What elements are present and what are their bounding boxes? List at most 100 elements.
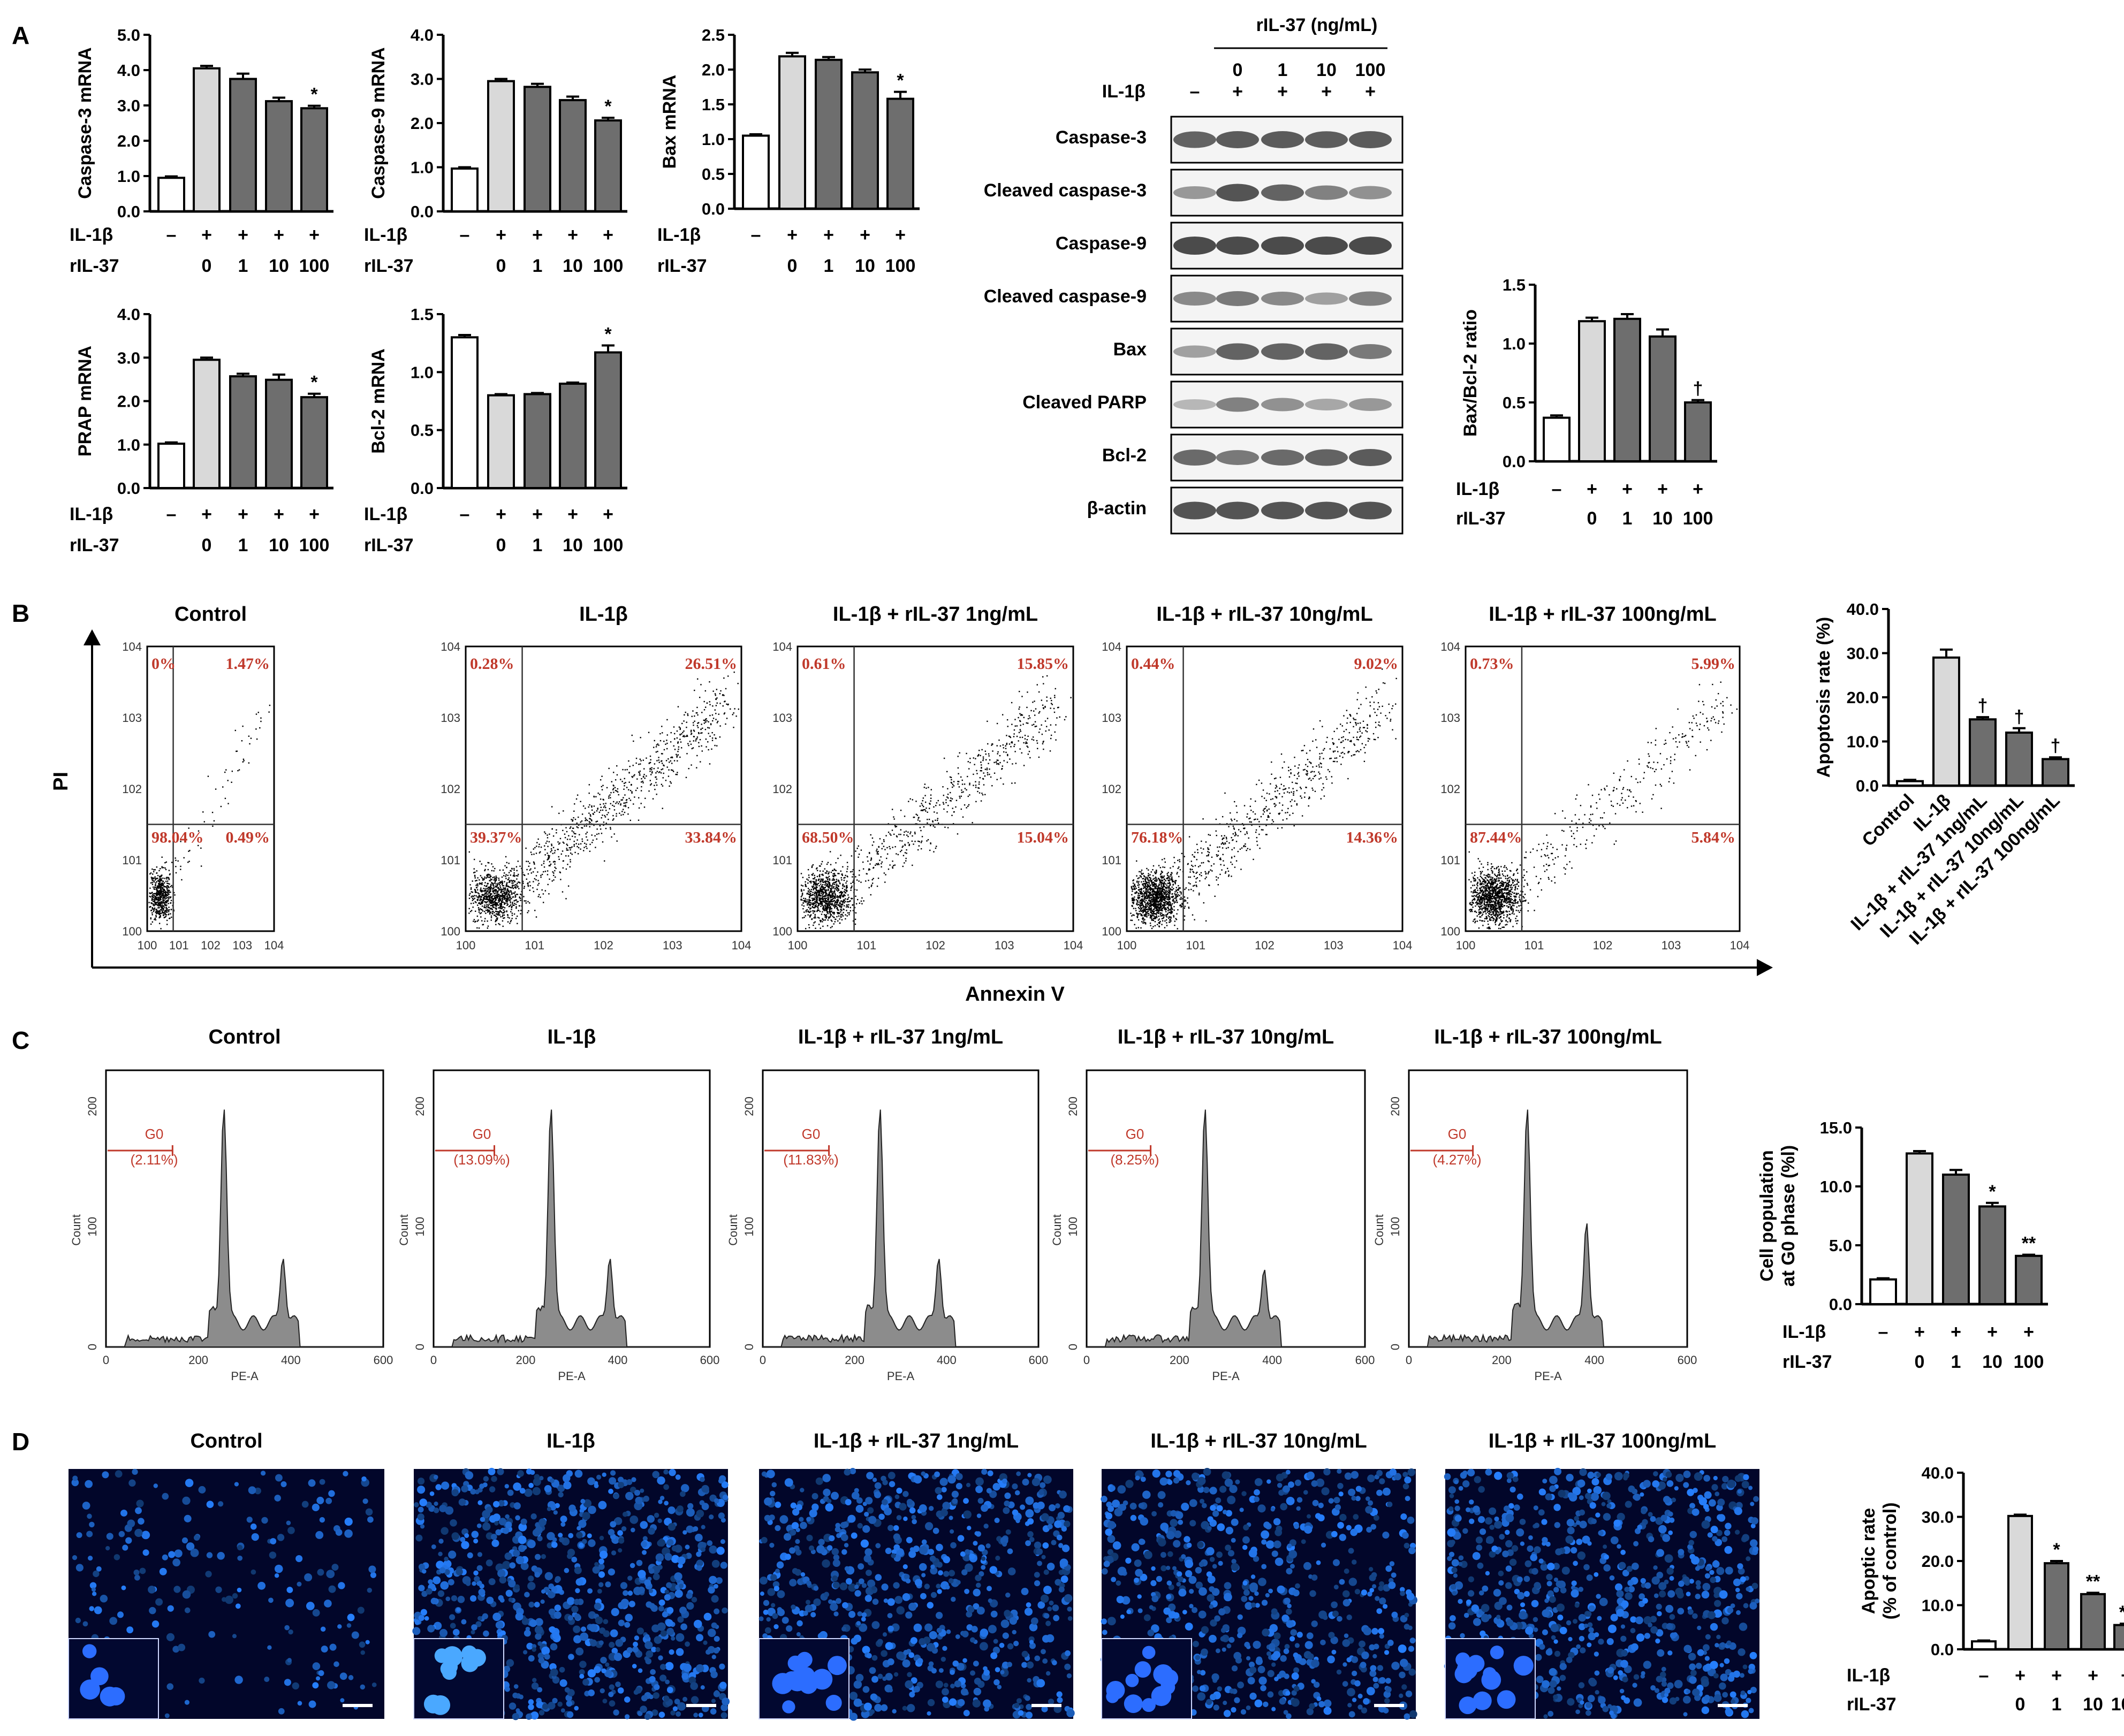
flow-event bbox=[602, 798, 604, 801]
flow-event bbox=[877, 877, 879, 879]
flow-event bbox=[821, 897, 823, 899]
y-tick-label: 0.0 bbox=[1829, 1295, 1852, 1314]
flow-event bbox=[498, 900, 500, 901]
flow-event bbox=[517, 894, 519, 895]
flow-event bbox=[1050, 734, 1052, 736]
flow-event bbox=[1054, 731, 1056, 733]
y-tick-label: 0.0 bbox=[1931, 1640, 1954, 1659]
flow-event bbox=[491, 890, 494, 892]
bar bbox=[851, 71, 879, 210]
flow-event bbox=[476, 915, 479, 917]
flow-event bbox=[1177, 895, 1179, 897]
flow-event bbox=[835, 886, 837, 888]
flow-event bbox=[1008, 743, 1011, 745]
flow-event bbox=[161, 902, 163, 904]
flow-event bbox=[809, 905, 811, 907]
flow-event bbox=[976, 773, 978, 774]
flow-event bbox=[1140, 875, 1142, 877]
flow-event bbox=[1163, 881, 1165, 883]
flow-event bbox=[512, 902, 513, 903]
bar bbox=[265, 100, 293, 212]
flow-event bbox=[1292, 788, 1294, 789]
flow-event bbox=[919, 827, 921, 828]
wb-band bbox=[1305, 185, 1348, 200]
flow-event bbox=[952, 786, 953, 788]
flow-event bbox=[604, 814, 605, 817]
flow-event bbox=[639, 774, 641, 776]
flow-event bbox=[810, 880, 812, 882]
flow-event bbox=[164, 862, 166, 864]
flow-event bbox=[834, 893, 836, 895]
flow-event bbox=[896, 853, 897, 855]
flow-event bbox=[158, 890, 160, 892]
flow-event bbox=[830, 895, 832, 896]
y-tick-label: 0.0 bbox=[411, 479, 434, 498]
flow-event bbox=[1222, 837, 1224, 839]
flow-event bbox=[819, 870, 821, 872]
bar bbox=[1543, 416, 1571, 462]
flow-event bbox=[166, 887, 168, 888]
flow-event bbox=[533, 881, 534, 882]
flow-event bbox=[155, 878, 157, 880]
flow-event bbox=[828, 897, 830, 899]
flow-event bbox=[967, 805, 969, 807]
flow-event bbox=[1348, 751, 1350, 752]
flow-event bbox=[498, 914, 500, 916]
flow-event bbox=[852, 881, 854, 883]
flow-event bbox=[1148, 873, 1149, 874]
flow-event bbox=[149, 895, 150, 897]
flow-event bbox=[835, 904, 836, 905]
flow-event bbox=[951, 814, 953, 816]
flow-event bbox=[1179, 859, 1180, 861]
flow-plot-title: IL-1β bbox=[579, 603, 628, 626]
flow-event bbox=[1003, 747, 1005, 749]
flow-event bbox=[837, 887, 838, 889]
treatment-label-il1b: IL-1β bbox=[1782, 1322, 1826, 1342]
y-tick-label: 1.5 bbox=[1503, 276, 1526, 294]
flow-event bbox=[509, 917, 510, 919]
flow-event bbox=[996, 763, 998, 765]
flow-event bbox=[805, 901, 807, 903]
flow-event bbox=[982, 758, 984, 760]
flow-event bbox=[601, 789, 603, 790]
flow-event bbox=[1021, 714, 1023, 716]
flow-event bbox=[547, 874, 549, 875]
flow-event bbox=[157, 910, 159, 912]
flow-event bbox=[835, 862, 837, 864]
flow-event bbox=[843, 905, 845, 907]
flow-event bbox=[1042, 704, 1044, 706]
flow-event bbox=[816, 867, 818, 869]
y-decade-label: 102 bbox=[122, 782, 142, 796]
flow-event bbox=[826, 910, 828, 911]
flow-event bbox=[1307, 759, 1309, 760]
flow-event bbox=[649, 755, 651, 757]
flow-event bbox=[807, 892, 808, 894]
flow-event bbox=[927, 822, 928, 824]
flow-event bbox=[1165, 904, 1166, 906]
flow-event bbox=[825, 900, 827, 902]
flow-event bbox=[814, 895, 816, 897]
flow-event bbox=[481, 899, 482, 901]
flow-event bbox=[828, 884, 830, 885]
wb-band bbox=[1216, 343, 1259, 360]
flow-event bbox=[1372, 733, 1375, 735]
y-tick-label: 5.0 bbox=[117, 26, 140, 44]
flow-event bbox=[684, 736, 685, 737]
flow-event bbox=[558, 812, 560, 814]
flow-event bbox=[513, 900, 515, 902]
flow-event bbox=[481, 894, 483, 895]
flow-event bbox=[652, 798, 654, 800]
flow-event bbox=[492, 904, 494, 905]
flow-event bbox=[481, 884, 483, 885]
flow-event bbox=[560, 853, 563, 855]
y-decade-label: 100 bbox=[122, 925, 142, 938]
treatment-dose: 100 bbox=[2014, 1352, 2044, 1372]
flow-event bbox=[480, 882, 482, 885]
flow-event bbox=[509, 894, 511, 896]
flow-event bbox=[826, 881, 828, 882]
flow-event bbox=[803, 900, 806, 902]
flow-event bbox=[1340, 752, 1342, 754]
flow-event bbox=[837, 902, 839, 903]
flow-event bbox=[829, 882, 831, 884]
flow-event bbox=[576, 839, 578, 841]
